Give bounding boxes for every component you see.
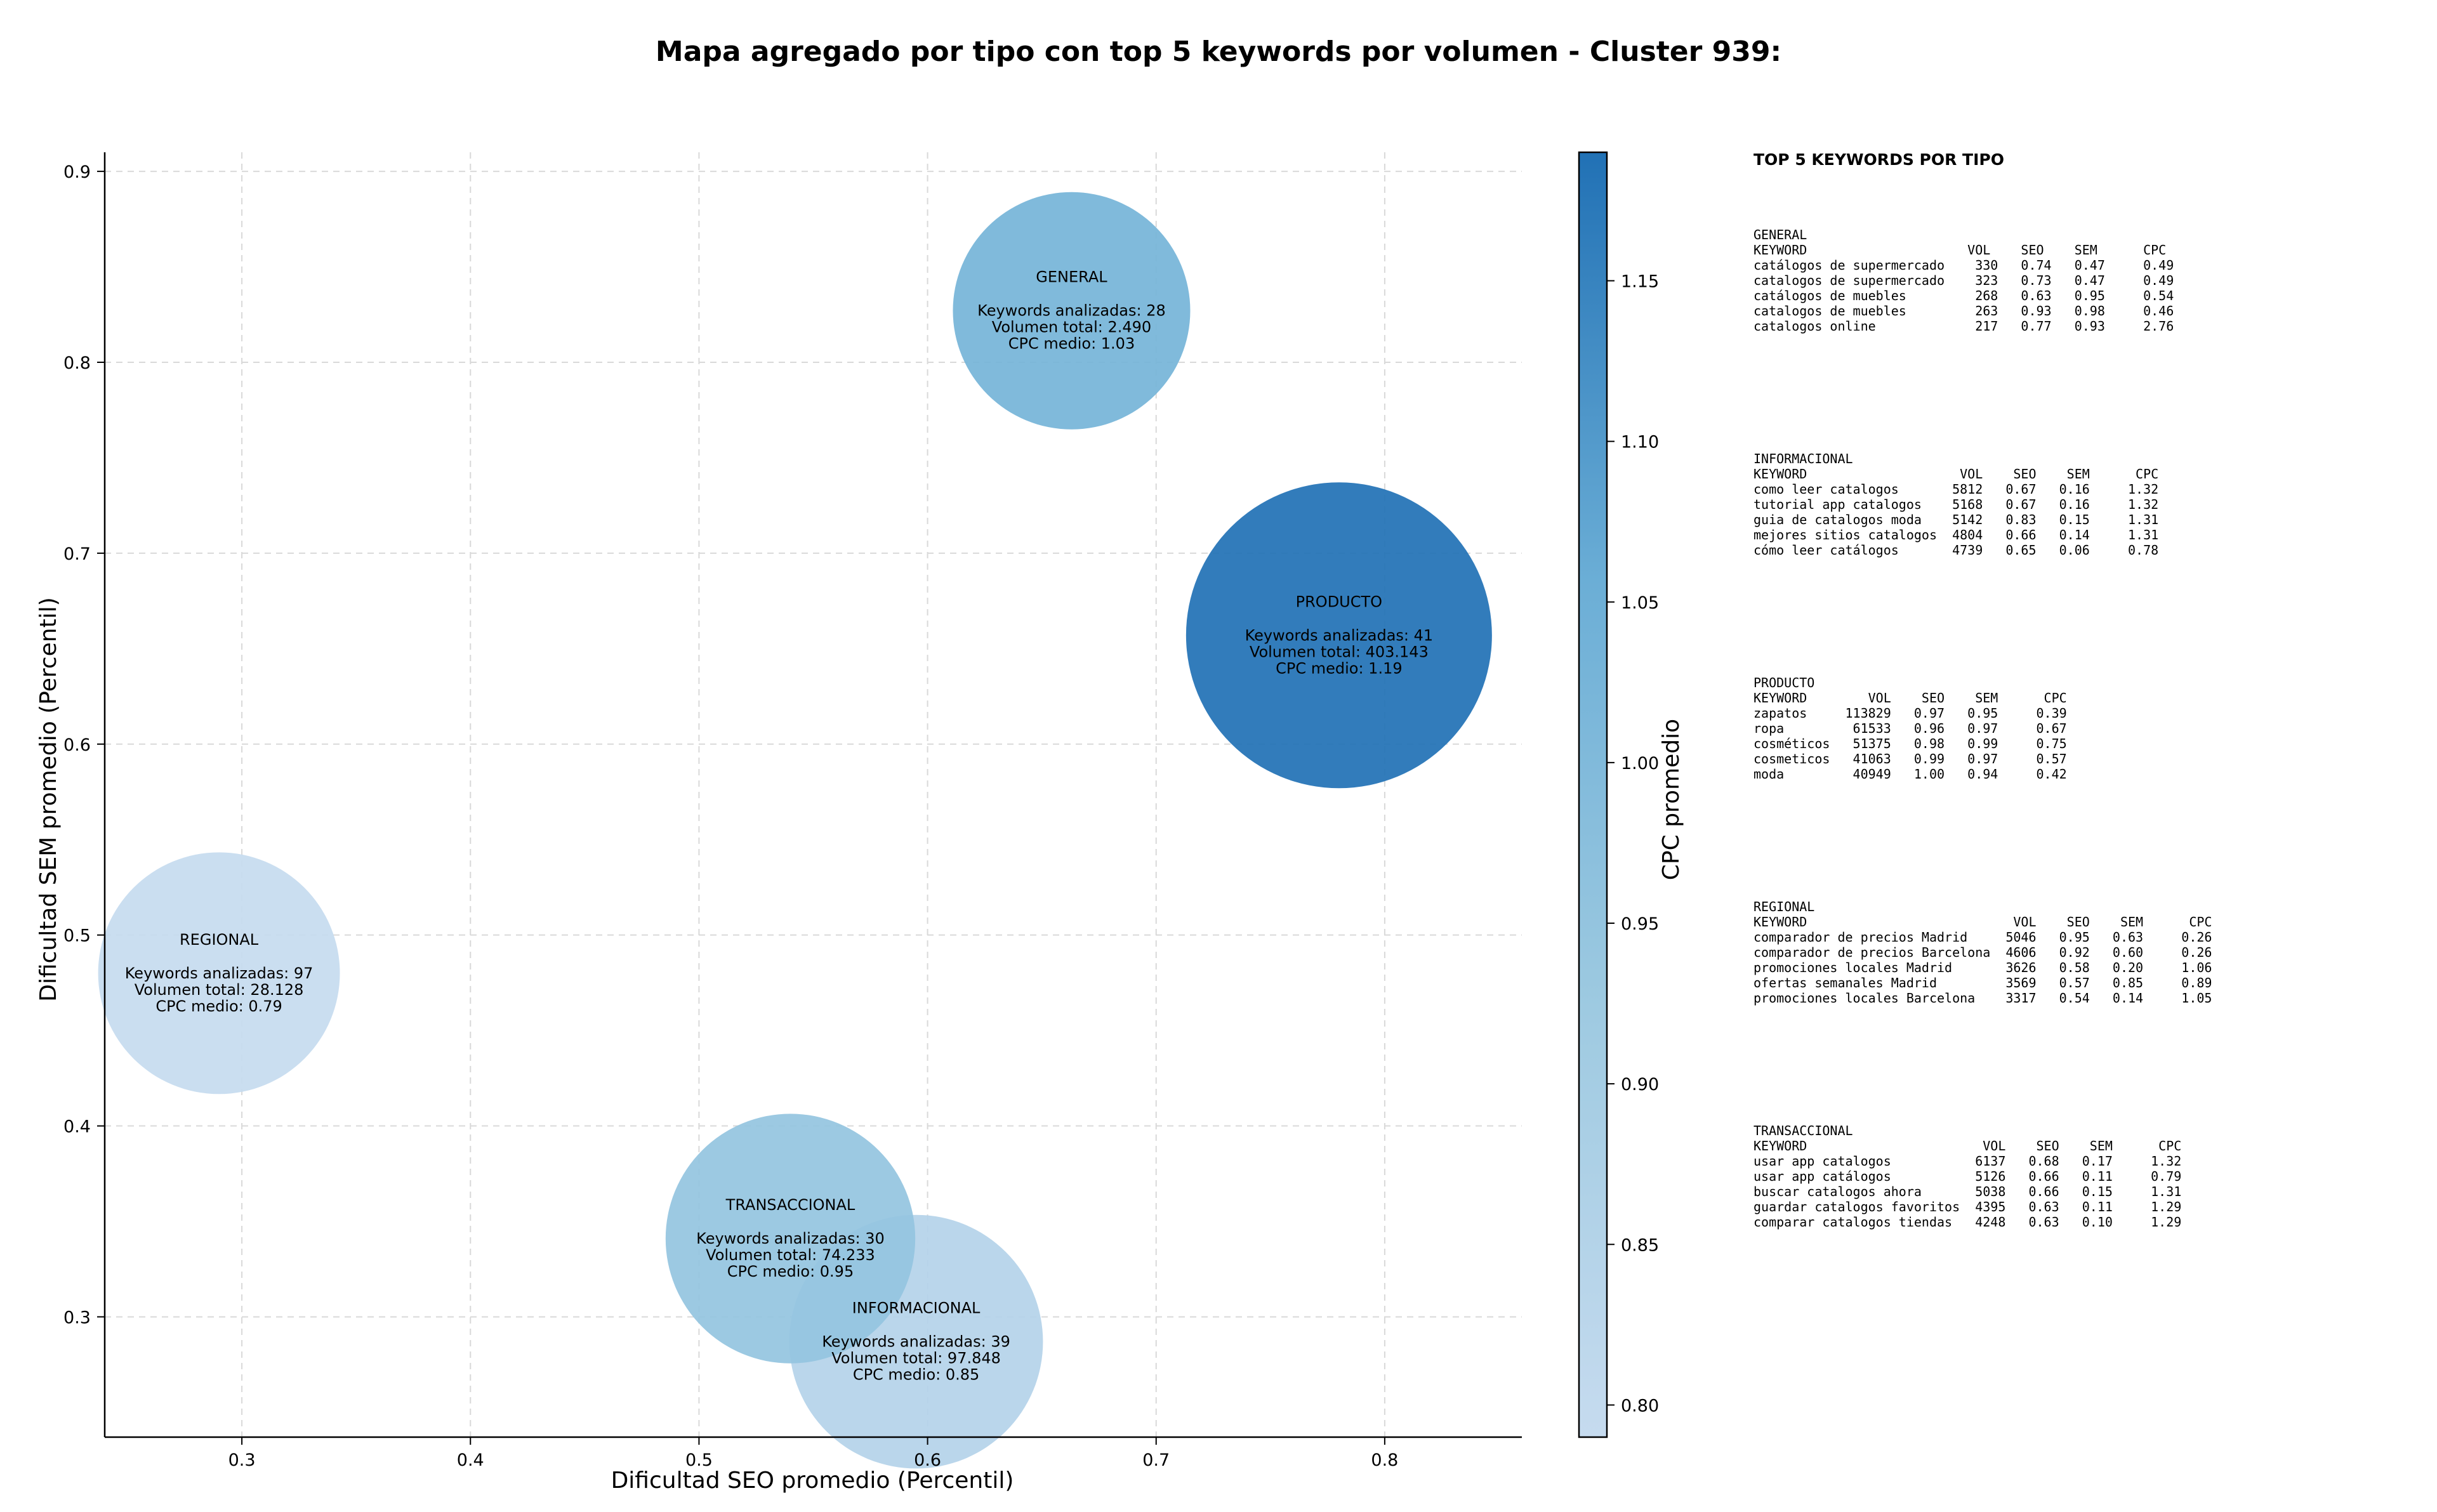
- bubble-stat-transaccional: Volumen total: 74.233: [706, 1246, 875, 1264]
- colorbar-tick-label: 0.85: [1621, 1235, 1659, 1255]
- colorbar-gradient: [1578, 151, 1608, 1438]
- keyword-table-producto: PRODUCTO KEYWORD VOL SEO SEM CPC zapatos…: [1753, 675, 2067, 782]
- bubble-stat-general: Keywords analizadas: 28: [977, 302, 1166, 320]
- x-tick-label: 0.5: [685, 1450, 713, 1470]
- keyword-block-general: GENERAL KEYWORD VOL SEO SEM CPC catálogo…: [1753, 227, 2174, 334]
- y-tick-label: 0.8: [63, 353, 91, 373]
- x-tick-label: 0.3: [228, 1450, 256, 1470]
- bubble-stat-regional: Keywords analizadas: 97: [125, 964, 314, 982]
- bubble-stat-producto: Volumen total: 403.143: [1250, 643, 1429, 661]
- bubbles: [98, 192, 1492, 1469]
- y-axis-label: Dificultad SEM promedio (Percentil): [36, 597, 62, 1002]
- bubble-stat-regional: CPC medio: 0.79: [155, 997, 282, 1015]
- keyword-block-regional: REGIONAL KEYWORD VOL SEO SEM CPC compara…: [1753, 899, 2212, 1006]
- axes: 0.3 0.4 0.5 0.6 0.7 0.8 0.3 0.4 0.5 0.6 0.7 0.8 0.9: [63, 152, 1522, 1470]
- chart-title: Mapa agregado por tipo con top 5 keyword…: [656, 36, 1781, 68]
- bubble-stat-general: CPC medio: 1.03: [1008, 335, 1135, 353]
- bubble-label-producto: PRODUCTO: [1296, 593, 1382, 610]
- bubble-stat-informacional: Volumen total: 97.848: [831, 1350, 1001, 1367]
- bubble-label-transaccional: TRANSACCIONAL: [725, 1196, 855, 1214]
- y-tick-label: 0.9: [63, 162, 91, 182]
- keyword-block-informacional: INFORMACIONAL KEYWORD VOL SEO SEM CPC co…: [1753, 451, 2158, 558]
- bubble-general: [953, 192, 1191, 430]
- x-tick-label: 0.8: [1371, 1450, 1398, 1470]
- top-keywords-panel: TOP 5 KEYWORDS POR TIPO GENERAL KEYWORD …: [1753, 147, 2414, 1230]
- keyword-table-regional: REGIONAL KEYWORD VOL SEO SEM CPC compara…: [1753, 899, 2212, 1006]
- colorbar-tick-label: 1.05: [1621, 593, 1659, 613]
- bubble-stat-general: Volumen total: 2.490: [992, 319, 1151, 336]
- keyword-table-transaccional: TRANSACCIONAL KEYWORD VOL SEO SEM CPC us…: [1753, 1123, 2182, 1230]
- panel-title: TOP 5 KEYWORDS POR TIPO: [1753, 150, 2004, 169]
- keyword-block-producto: PRODUCTO KEYWORD VOL SEO SEM CPC zapatos…: [1753, 675, 2067, 782]
- colorbar-tick-label: 0.80: [1621, 1396, 1659, 1416]
- keyword-block-transaccional: TRANSACCIONAL KEYWORD VOL SEO SEM CPC us…: [1753, 1123, 2181, 1230]
- x-tick-label: 0.7: [1142, 1450, 1170, 1470]
- bubble-label-general: GENERAL: [1036, 268, 1107, 286]
- bubble-regional: [98, 852, 340, 1095]
- bubble-stat-informacional: CPC medio: 0.85: [853, 1366, 980, 1384]
- colorbar-tick-label: 1.15: [1621, 272, 1659, 292]
- y-tick-label: 0.4: [63, 1117, 91, 1137]
- colorbar-tick-label: 0.95: [1621, 914, 1659, 934]
- keyword-table-informacional: INFORMACIONAL KEYWORD VOL SEO SEM CPC co…: [1753, 451, 2159, 558]
- colorbar-tick-label: 1.10: [1621, 433, 1659, 452]
- bubble-stat-informacional: Keywords analizadas: 39: [822, 1333, 1010, 1351]
- y-tick-label: 0.3: [63, 1308, 91, 1327]
- colorbar-tick-label: 1.00: [1621, 754, 1659, 773]
- colorbar-label: CPC promedio: [1658, 719, 1684, 880]
- y-tick-label: 0.7: [63, 544, 91, 564]
- bubble-stat-transaccional: Keywords analizadas: 30: [696, 1230, 885, 1247]
- bubble-label-regional: REGIONAL: [180, 931, 259, 949]
- colorbar-tick-label: 0.90: [1621, 1075, 1659, 1095]
- x-tick-label: 0.6: [914, 1450, 941, 1470]
- bubble-producto: [1185, 482, 1492, 789]
- y-tick-label: 0.6: [63, 735, 91, 755]
- keyword-table-general: GENERAL KEYWORD VOL SEO SEM CPC catálogo…: [1753, 227, 2174, 334]
- bubble-stat-producto: Keywords analizadas: 41: [1245, 626, 1434, 644]
- colorbar: 0.80 0.85 0.90 0.95 1.00 1.05 1.10 1.15: [1578, 151, 1659, 1438]
- bubble-stat-producto: CPC medio: 1.19: [1276, 659, 1403, 677]
- bubble-transaccional: [665, 1114, 916, 1364]
- x-axis-label: Dificultad SEO promedio (Percentil): [611, 1468, 1014, 1494]
- bubble-stat-transaccional: CPC medio: 0.95: [727, 1263, 854, 1280]
- bubble-label-informacional: INFORMACIONAL: [852, 1299, 981, 1317]
- y-tick-label: 0.5: [63, 926, 91, 946]
- x-tick-label: 0.4: [457, 1450, 484, 1470]
- bubble-stat-regional: Volumen total: 28.128: [135, 981, 304, 999]
